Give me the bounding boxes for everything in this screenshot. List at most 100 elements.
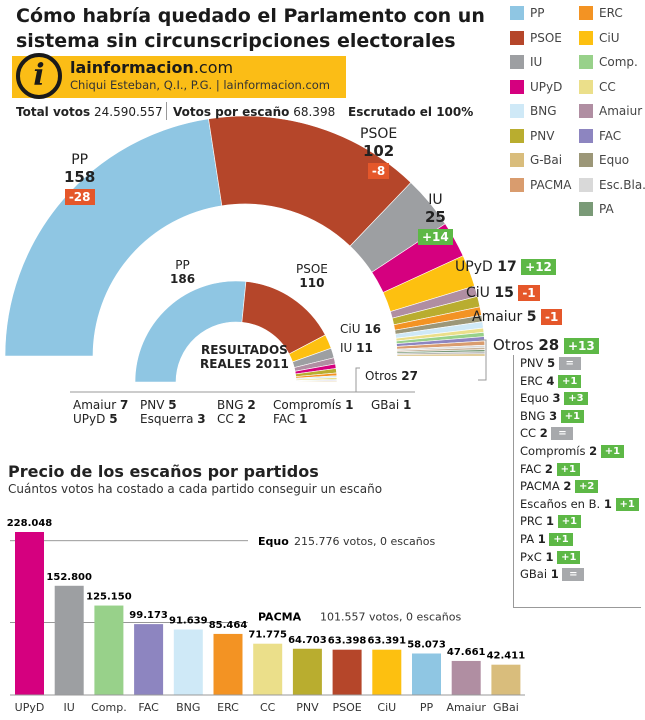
legend-swatch	[510, 30, 524, 45]
legend-item: Esc.Bla.	[579, 177, 645, 192]
bar-value-label: 228.048	[7, 518, 53, 529]
others-item: PRC 1 +1	[514, 513, 641, 531]
others-item: PACMA 2 +2	[514, 478, 641, 496]
legend-swatch	[579, 79, 593, 94]
bar-value-label: 64.703	[288, 635, 327, 646]
reference-line-text: 101.557 votos, 0 escaños	[320, 610, 461, 623]
inner-center-label: RESULTADOS REALES 2011	[200, 343, 289, 371]
bar-category-label: ERC	[217, 701, 239, 714]
bar-category-label: PSOE	[332, 701, 361, 714]
label-amaiur: Amaiur 5 -1	[472, 309, 563, 325]
others-item: Equo 3 +3	[514, 390, 641, 408]
credit: Chiqui Esteban, Q.I., P.G. | lainformaci…	[70, 78, 331, 92]
legend-item: PNV	[510, 128, 554, 143]
bar-pp	[412, 653, 441, 695]
bar-category-label: PP	[420, 701, 434, 714]
legend-swatch	[510, 104, 524, 118]
legend-item: PSOE	[510, 30, 562, 45]
bar-value-label: 42.411	[487, 651, 526, 662]
page-title: Cómo habría quedado el Parlamento con un…	[16, 5, 485, 52]
label-ciu: CiU 15 -1	[466, 285, 540, 301]
legend-item: FAC	[579, 128, 621, 143]
logo-text: lainformacion.com	[70, 58, 234, 77]
total-votes: Total votos 24.590.557	[16, 105, 163, 119]
others-item: PxC 1 +1	[514, 549, 641, 567]
legend-item: G-Bai	[510, 153, 562, 167]
real-fac: FAC 1	[273, 412, 308, 426]
bar-erc	[213, 633, 243, 695]
others-item: PNV 5 =	[514, 355, 641, 373]
legend-item: UPyD	[510, 79, 562, 94]
bar-value-label: 85.464	[209, 620, 248, 631]
real-bng: BNG 2	[217, 398, 256, 412]
bar-fac	[134, 624, 164, 695]
bar-upyd	[15, 532, 44, 695]
info-logo-icon: i	[16, 53, 62, 99]
legend-item: Comp.	[579, 55, 638, 69]
bar-value-label: 47.661	[447, 647, 486, 658]
legend-item: PACMA	[510, 177, 571, 192]
inner-slice-gbai	[295, 380, 338, 383]
others-item: GBai 1 =	[514, 566, 641, 584]
legend-swatch	[579, 55, 593, 69]
inner-label-pp: PP 186	[170, 258, 196, 286]
bar-category-label: PNV	[296, 701, 319, 714]
legend-item: PA	[579, 202, 614, 216]
bar-gbai	[491, 664, 521, 695]
real-gbai: GBai 1	[371, 398, 412, 412]
legend-item: Amaiur	[579, 104, 642, 118]
label-upyd: UPyD 17 +12	[455, 259, 556, 275]
bar-value-label: 99.173	[129, 610, 168, 621]
bar-chart-title: Precio de los escaños por partidos	[8, 462, 319, 481]
bar-value-label: 125.150	[86, 592, 132, 603]
bar-category-label: CC	[260, 701, 276, 714]
bar-category-label: CiU	[377, 701, 396, 714]
others-item: BNG 3 +1	[514, 408, 641, 426]
others-item: ERC 4 +1	[514, 373, 641, 391]
inner-label-psoe: PSOE 110	[296, 262, 328, 290]
label-otros: Otros 28 +13	[493, 336, 599, 354]
legend-item: BNG	[510, 104, 557, 118]
real-compromis: Compromís 1	[273, 398, 354, 412]
bar-iu	[54, 585, 84, 695]
bar-pnv	[292, 648, 322, 695]
others-item: CC 2 =	[514, 425, 641, 443]
legend-item: CiU	[579, 30, 620, 45]
legend-swatch	[579, 128, 593, 143]
label-psoe: PSOE 102 -8	[360, 126, 398, 179]
bar-psoe	[332, 649, 362, 695]
otros-bracket	[478, 339, 487, 381]
legend-swatch	[579, 30, 593, 45]
real-esquerra: Esquerra 3	[140, 412, 206, 426]
reference-line-name: PACMA	[258, 610, 302, 623]
legend-item: ERC	[579, 6, 623, 20]
others-item: Compromís 2 +1	[514, 443, 641, 461]
reference-line-text: 215.776 votos, 0 escaños	[294, 535, 435, 548]
inner-slice-pp	[134, 280, 247, 383]
real-pnv: PNV 5	[140, 398, 177, 412]
simulated-others-list: PNV 5 = ERC 4 +1 Equo 3 +3 BNG 3 +1 CC 2 = Co…	[513, 355, 641, 608]
legend-swatch	[510, 6, 524, 20]
real-amaiur: Amaiur 7	[73, 398, 129, 412]
legend-swatch	[579, 153, 593, 167]
legend-swatch	[510, 177, 524, 192]
bar-value-label: 63.391	[368, 636, 407, 647]
legend-item: IU	[510, 55, 542, 69]
outer-slice-pp	[4, 118, 223, 357]
label-pp: PP 158 -28	[64, 152, 96, 205]
inner-label-ciu: CiU 16	[340, 322, 382, 336]
others-item: Escaños en B. 1 +1	[514, 496, 641, 514]
votes-per-seat: Votos por escaño 68.398	[173, 105, 336, 119]
legend-item: PP	[510, 6, 544, 20]
legend-item: Equo	[579, 153, 629, 167]
bar-category-label: IU	[64, 701, 75, 714]
bar-value-label: 71.775	[248, 630, 287, 641]
bar-category-label: Amaiur	[446, 701, 486, 714]
legend-swatch	[579, 6, 593, 20]
bar-ciu	[372, 649, 402, 695]
legend-swatch	[579, 104, 593, 118]
legend-swatch	[579, 177, 593, 192]
label-iu: IU 25 +14	[418, 192, 453, 245]
inner-label-otros: Otros 27	[365, 369, 418, 383]
logo-banner: i lainformacion.com Chiqui Esteban, Q.I.…	[12, 53, 346, 99]
